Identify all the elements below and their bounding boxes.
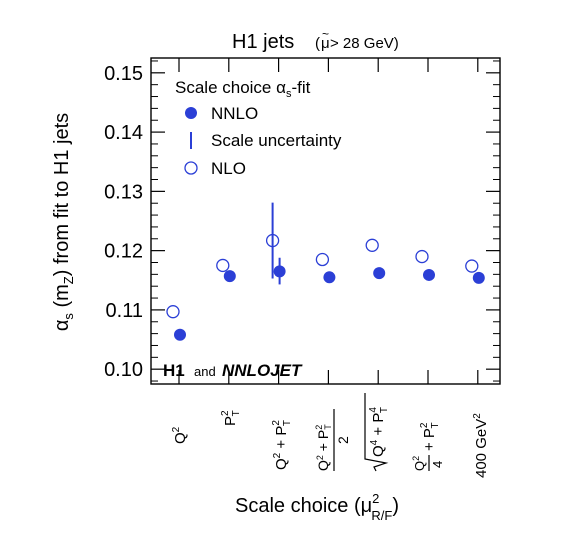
ylabel-mid: (m (51, 284, 73, 313)
svg-text:4: 4 (430, 461, 445, 468)
x-tick-label-400gev2: 400 GeV2 (472, 413, 490, 478)
chart-subtitle: ( μ ~ > 28 GeV) (315, 27, 399, 52)
svg-text:P2T: P2T (220, 410, 242, 426)
x-tick-label-q2: Q2 (171, 426, 189, 444)
subtitle-tilde: ~ (322, 27, 329, 41)
legend-nlo-label: NLO (211, 159, 246, 178)
x-tick-labels: Q2 P2T Q2 + P2T Q2 + P2T 2 Q4 + P4T Q2 4… (171, 393, 490, 478)
legend-title-pre: Scale choice (175, 78, 276, 97)
branding-h1: H1 (163, 361, 185, 380)
x-tick-label-half-sum: Q2 + P2T 2 (314, 409, 351, 471)
xlabel-mu: μ (361, 495, 373, 517)
y-tick-label: 0.13 (104, 181, 143, 203)
svg-text:αs (mZ) from fit to H1 jets: αs (mZ) from fit to H1 jets (51, 113, 76, 331)
data-marks (166, 202, 485, 341)
xlabel-sub: R/F (371, 508, 392, 523)
nnlo-point (223, 270, 236, 283)
y-tick-label: 0.14 (104, 122, 143, 144)
legend-uncertainty-label: Scale uncertainty (211, 131, 342, 150)
y-tick-label: 0.11 (106, 300, 143, 322)
subtitle-mu: μ (321, 35, 330, 52)
y-axis-label: αs (mZ) from fit to H1 jets (51, 113, 76, 331)
ylabel-rest: ) from fit to H1 jets (51, 113, 73, 276)
branding-and: and (194, 364, 216, 379)
ylabel-alpha: α (51, 320, 73, 332)
svg-text:Q4 + P4T: Q4 + P4T (368, 407, 390, 457)
legend-title-s: s (286, 88, 292, 100)
subtitle-open-paren: ( (315, 35, 320, 52)
svg-text:Q2 + P2T: Q2 + P2T (314, 424, 333, 471)
plot-frame (150, 57, 501, 385)
svg-text:Q2: Q2 (411, 456, 427, 471)
ylabel-s: s (61, 313, 76, 320)
nlo-point (465, 259, 479, 273)
xlabel-sup: 2 (372, 491, 379, 506)
x-tick-label-sqrt-sum: Q4 + P4T (364, 393, 390, 472)
branding-nnlojet: NNLOJET (222, 361, 303, 380)
legend-nnlo-marker (185, 107, 197, 119)
y-tick-label: 0.12 (104, 241, 143, 263)
legend-nlo-marker (184, 161, 198, 175)
x-axis (178, 58, 479, 384)
legend-title-alpha: α (276, 78, 286, 97)
x-axis-label: Scale choice (μ2 R/F) (235, 491, 399, 523)
svg-text:Q2: Q2 (171, 426, 189, 444)
legend: Scale choice αs-fit NNLO Scale uncertain… (175, 78, 342, 178)
legend-title: Scale choice αs-fit (175, 78, 311, 100)
svg-text:+ P2T: + P2T (419, 422, 441, 451)
nlo-point (166, 305, 180, 319)
y-axis: 0.10 0.11 0.12 0.13 0.14 0.15 (104, 60, 500, 382)
legend-nnlo-label: NNLO (211, 104, 258, 123)
xlabel-pre: Scale choice ( (235, 495, 361, 517)
branding: H1 and NNLOJET (163, 361, 303, 380)
xlabel-close: ) (392, 495, 399, 517)
nlo-point (415, 249, 429, 264)
nnlo-point (373, 267, 386, 280)
ylabel-z: Z (61, 276, 76, 284)
nnlo-point (472, 271, 485, 284)
x-tick-label-quarter-sum: Q2 4 + P2T (411, 422, 445, 471)
svg-text:Q2 + P2T: Q2 + P2T (271, 420, 293, 470)
x-tick-label-pt2: P2T (220, 410, 242, 426)
y-tick-label: 0.15 (104, 63, 143, 85)
y-tick-label: 0.10 (104, 359, 143, 381)
nlo-point (315, 252, 330, 267)
svg-text:2: 2 (335, 436, 351, 444)
x-tick-label-q2-plus-pt2: Q2 + P2T (271, 420, 293, 470)
nnlo-point (273, 265, 286, 278)
legend-title-post: -fit (291, 78, 310, 97)
svg-text:400 GeV2: 400 GeV2 (472, 413, 490, 478)
nnlo-point (323, 271, 336, 284)
subtitle-cut: > 28 GeV) (330, 35, 399, 52)
nnlo-point (174, 328, 186, 341)
nlo-point (216, 258, 230, 273)
nnlo-point (423, 268, 435, 281)
chart-title: H1 jets (232, 31, 294, 53)
nlo-point (365, 238, 379, 252)
